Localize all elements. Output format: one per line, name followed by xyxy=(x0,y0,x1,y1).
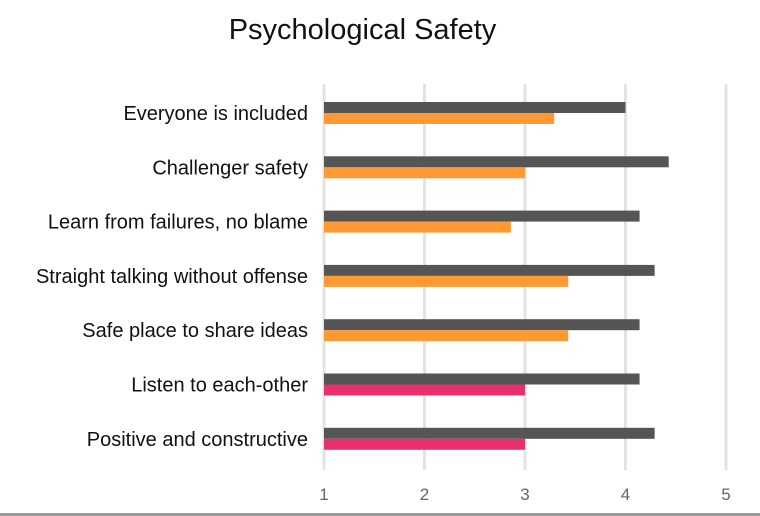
category-label-4: Safe place to share ideas xyxy=(82,320,308,342)
x-tick-label-5: 5 xyxy=(721,485,730,504)
category-label-3: Straight talking without offense xyxy=(36,266,308,288)
bar-series1-4 xyxy=(324,319,640,331)
category-label-6: Positive and constructive xyxy=(87,429,308,451)
bar-series1-1 xyxy=(324,156,669,168)
frame-bottom-border xyxy=(0,513,760,516)
bar-series1-0 xyxy=(324,102,626,113)
category-label-0: Everyone is included xyxy=(123,103,308,125)
bar-series2-1 xyxy=(324,167,525,179)
bar-series2-3 xyxy=(324,275,569,287)
x-tick-label-2: 2 xyxy=(420,485,429,504)
category-label-1: Challenger safety xyxy=(152,157,308,179)
bar-series1-2 xyxy=(324,210,640,222)
bar-series2-0 xyxy=(324,113,555,124)
bar-series2-5 xyxy=(324,384,525,396)
bar-series2-4 xyxy=(324,330,569,342)
category-label-2: Learn from failures, no blame xyxy=(48,212,308,234)
bar-series1-5 xyxy=(324,373,640,385)
bar-series2-2 xyxy=(324,221,511,233)
chart-title: Psychological Safety xyxy=(228,14,497,46)
bar-series1-3 xyxy=(324,264,655,276)
x-tick-label-3: 3 xyxy=(520,485,529,504)
bar-series2-6 xyxy=(324,438,525,450)
x-tick-label-4: 4 xyxy=(621,485,630,504)
bar-series1-6 xyxy=(324,427,655,439)
x-tick-label-1: 1 xyxy=(319,485,328,504)
category-label-5: Listen to each-other xyxy=(131,375,308,397)
